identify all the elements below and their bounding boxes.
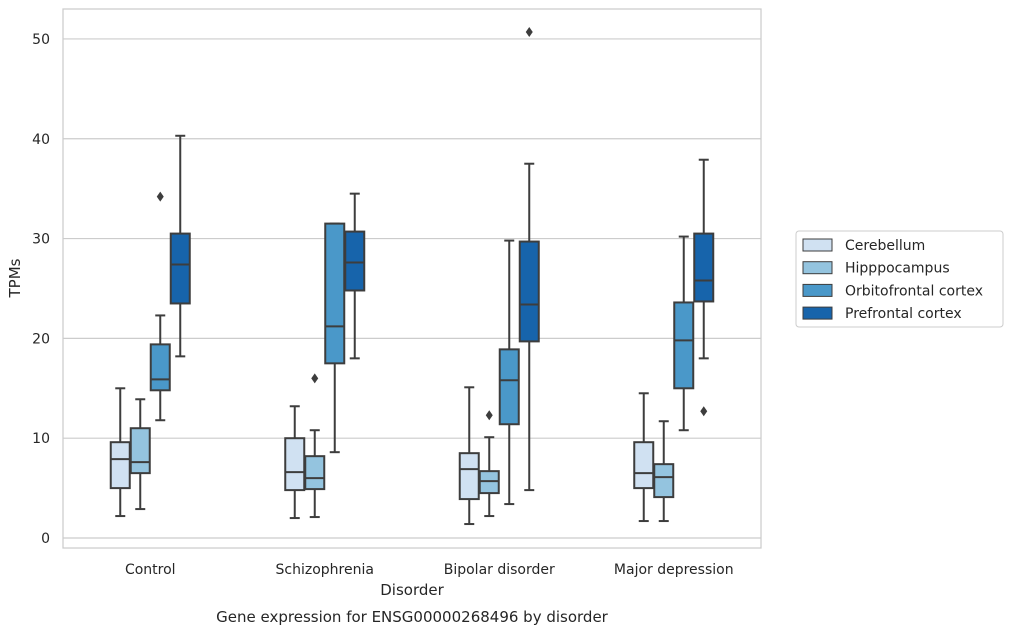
y-tick-label-20: 20	[32, 331, 50, 347]
x-tick-label: Control	[125, 562, 176, 578]
box-hipppocampus	[653, 420, 675, 523]
box-orbitofrontal-cortex	[498, 239, 520, 506]
box-prefrontal-cortex	[169, 134, 191, 358]
outlier-point	[485, 410, 493, 421]
legend: Cerebellum Hipppocampus Orbitofrontal cort…	[795, 230, 1004, 328]
y-tick-label-40: 40	[32, 132, 50, 148]
y-tick-label-30: 30	[32, 232, 50, 248]
x-tick-labels: Control Schizophrenia Bipolar disorder Majo…	[125, 562, 734, 578]
y-tick-labels: 0 10 20 30 40 50	[32, 32, 50, 547]
box-body	[344, 230, 366, 292]
legend-swatch	[802, 238, 833, 252]
legend-swatch	[802, 283, 833, 297]
box-body	[653, 463, 675, 499]
y-tick-label-50: 50	[32, 32, 50, 48]
box-body	[169, 232, 191, 305]
box-orbitofrontal-cortex	[324, 222, 346, 454]
box-orbitofrontal-cortex	[673, 235, 695, 432]
legend-label: Prefrontal cortex	[845, 306, 962, 322]
box-body	[518, 240, 540, 343]
y-axis-title: TPMs	[6, 258, 24, 298]
box-plots	[109, 26, 715, 526]
outlier-point	[311, 373, 319, 384]
box-prefrontal-cortex	[693, 158, 715, 417]
legend-frame	[795, 230, 1004, 328]
box-body	[458, 452, 480, 501]
box-body	[498, 348, 520, 426]
legend-label: Orbitofrontal cortex	[845, 283, 983, 299]
box-body	[304, 455, 326, 491]
box-body	[109, 441, 131, 490]
legend-label: Cerebellum	[845, 238, 925, 254]
y-tick-label-10: 10	[32, 431, 50, 447]
outlier-point	[156, 191, 164, 202]
x-tick-label: Schizophrenia	[276, 562, 374, 578]
box-body	[284, 437, 306, 492]
outlier-point	[525, 26, 533, 37]
outlier-point	[700, 406, 708, 417]
box-cerebellum	[633, 392, 655, 523]
box-hipppocampus	[129, 398, 151, 511]
x-axis-title: Disorder	[380, 581, 444, 599]
legend-swatch	[802, 261, 833, 275]
box-orbitofrontal-cortex	[149, 191, 171, 422]
x-tick-label: Major depression	[614, 562, 734, 578]
box-prefrontal-cortex	[344, 192, 366, 360]
x-tick-label: Bipolar disorder	[444, 562, 555, 578]
box-body	[129, 427, 151, 475]
box-body	[633, 441, 655, 490]
y-tick-label-0: 0	[41, 531, 50, 547]
legend-swatch	[802, 306, 833, 320]
box-hipppocampus	[304, 373, 326, 519]
box-hipppocampus	[478, 410, 500, 518]
chart-caption: Gene expression for ENSG00000268496 by d…	[216, 608, 609, 626]
box-body	[693, 232, 715, 303]
box-body	[324, 222, 346, 365]
box-prefrontal-cortex	[518, 26, 540, 492]
box-body	[149, 343, 171, 392]
legend-label: Hipppocampus	[845, 261, 950, 277]
box-body	[673, 301, 695, 390]
